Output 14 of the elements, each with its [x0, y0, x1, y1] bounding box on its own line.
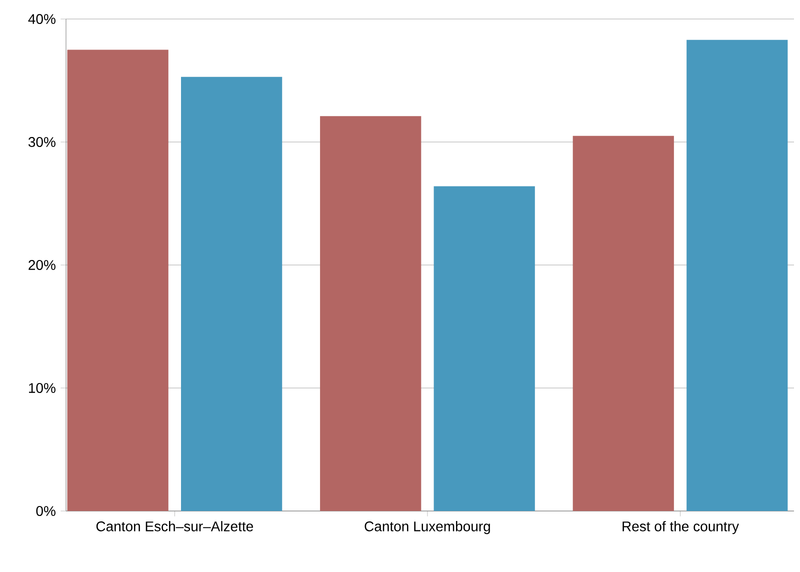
bar	[67, 50, 168, 511]
y-tick-label: 20%	[28, 260, 56, 270]
bar	[181, 76, 282, 511]
bar	[572, 136, 674, 511]
x-tick-label: Canton Esch–sur–Alzette	[96, 521, 254, 532]
bar	[320, 116, 422, 511]
y-tick-label: 30%	[28, 137, 56, 147]
x-tick-label: Canton Luxembourg	[364, 521, 490, 534]
y-tick-label: 40%	[28, 14, 56, 24]
bar	[434, 186, 535, 511]
x-tick-label: Rest of the country	[622, 521, 739, 534]
bar	[686, 40, 788, 511]
y-tick-label: 10%	[29, 383, 56, 393]
y-tick-label: 0%	[36, 506, 56, 516]
